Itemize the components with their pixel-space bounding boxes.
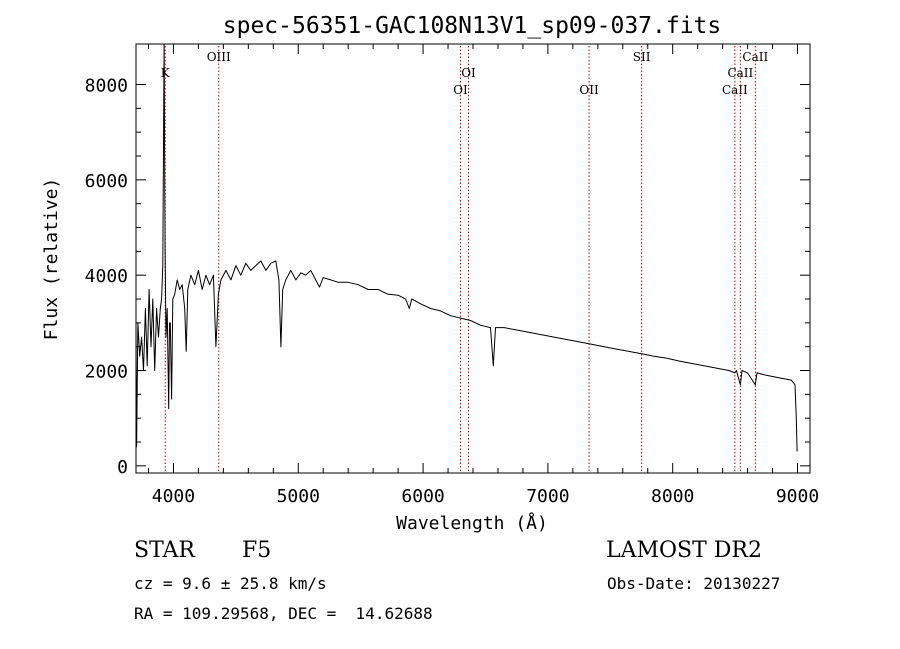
object-class: STAR bbox=[134, 538, 195, 563]
x-tick-label: 9000 bbox=[776, 486, 819, 507]
x-axis-label: Wavelength (Å) bbox=[396, 512, 548, 534]
survey-name: LAMOST DR2 bbox=[606, 538, 762, 563]
spectral-line-label: OI bbox=[453, 83, 468, 97]
spectral-line-label: OIII bbox=[207, 50, 231, 64]
spectral-line-label: SII bbox=[633, 50, 651, 64]
y-tick-label: 0 bbox=[117, 457, 128, 478]
spectral-line-label: CaII bbox=[727, 66, 753, 80]
x-tick-label: 4000 bbox=[152, 486, 195, 507]
chart-title: spec-56351-GAC108N13V1_sp09-037.fits bbox=[223, 13, 722, 39]
x-tick-label: 8000 bbox=[651, 486, 694, 507]
y-tick-label: 2000 bbox=[85, 362, 128, 383]
x-tick-label: 5000 bbox=[277, 486, 320, 507]
spectral-line-label: CaII bbox=[742, 50, 768, 64]
y-tick-label: 4000 bbox=[85, 266, 128, 287]
y-tick-label: 8000 bbox=[85, 76, 128, 97]
x-tick-label: 7000 bbox=[526, 486, 569, 507]
redshift-readout: cz = 9.6 ± 25.8 km/s bbox=[134, 574, 327, 593]
coordinates-readout: RA = 109.29568, DEC = 14.62688 bbox=[134, 604, 433, 623]
y-axis-label: Flux (relative) bbox=[41, 178, 62, 341]
y-tick-label: 6000 bbox=[85, 171, 128, 192]
x-tick-label: 6000 bbox=[401, 486, 444, 507]
object-subclass: F5 bbox=[242, 538, 272, 563]
observation-date: Obs-Date: 20130227 bbox=[607, 574, 781, 593]
spectral-line-label: CaII bbox=[722, 83, 748, 97]
plot-frame bbox=[135, 43, 811, 474]
spectral-line-label: OII bbox=[579, 83, 599, 97]
spectral-line-label: OI bbox=[461, 66, 476, 80]
flux-series-line bbox=[136, 44, 798, 452]
spectral-line-label: K bbox=[161, 66, 171, 80]
